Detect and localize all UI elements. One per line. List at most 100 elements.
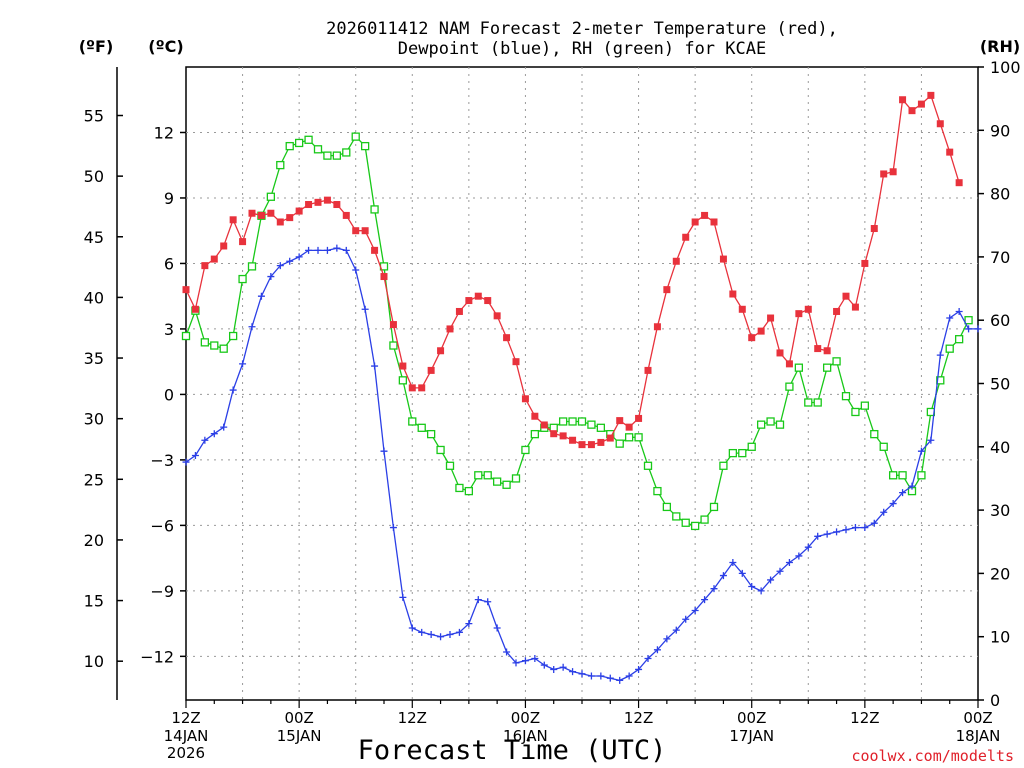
dewpoint-point	[908, 482, 916, 490]
celsius-tick-label: 9	[164, 189, 174, 208]
temperature-point	[917, 100, 925, 108]
dewpoint-point	[427, 631, 435, 639]
fahrenheit-axis-ticks: 55 50 45 40 35 30 25 20 15 10	[84, 107, 123, 671]
temperature-point	[776, 349, 784, 357]
x-axis-label: Forecast Time (UTC)	[358, 735, 667, 766]
dewpoint-point	[795, 552, 803, 560]
dewpoint-point	[521, 657, 529, 665]
temperature-point	[239, 238, 247, 246]
temperature-point	[361, 227, 369, 235]
rh-point	[936, 376, 945, 385]
rh-point	[662, 502, 672, 512]
temperature-point	[823, 347, 831, 355]
celsius-axis-unit: (ºC)	[148, 37, 183, 56]
rh-point	[398, 376, 408, 385]
dewpoint-point	[314, 246, 322, 254]
dewpoint-point	[276, 262, 284, 270]
rh-tick-label: 10	[990, 628, 1010, 647]
rh-point	[455, 483, 464, 493]
celsius-tick-label: 12	[154, 123, 174, 142]
rh-point	[756, 420, 766, 429]
dewpoint-point	[833, 528, 841, 536]
temperature-point	[748, 334, 756, 342]
dewpoint-point	[352, 266, 360, 274]
temperature-point	[635, 414, 643, 422]
date-tick-label: 16JAN	[503, 727, 548, 745]
temperature-point	[663, 286, 671, 294]
rh-point	[389, 341, 398, 350]
dewpoint-point	[653, 646, 661, 654]
temperature-point	[757, 327, 765, 335]
dewpoint-point	[493, 624, 501, 632]
rh-point	[436, 445, 445, 455]
grid-lines	[186, 67, 978, 700]
temperature-point	[182, 286, 190, 294]
dewpoint-series	[182, 244, 982, 684]
temperature-point	[908, 107, 916, 115]
dewpoint-point	[333, 244, 341, 252]
temperature-point	[191, 305, 199, 313]
rh-point	[888, 471, 898, 480]
temperature-point	[427, 366, 435, 374]
temperature-point	[672, 257, 680, 265]
temperature-point	[389, 321, 397, 329]
temperature-point	[587, 441, 595, 449]
dewpoint-point	[587, 672, 595, 680]
rh-point	[181, 331, 191, 341]
rh-tick-label: 50	[990, 375, 1010, 394]
dewpoint-point	[691, 607, 699, 615]
rh-point	[879, 442, 888, 451]
data-series	[181, 91, 982, 684]
temperature-point	[201, 262, 209, 270]
temperature-point	[738, 305, 746, 313]
temperature-point	[220, 242, 228, 250]
time-tick-label: 00Z	[737, 709, 766, 727]
rh-tick-label: 70	[990, 248, 1010, 267]
rh-point	[964, 316, 973, 325]
temperature-point	[691, 218, 699, 226]
temperature-point	[569, 436, 577, 444]
temperature-point	[653, 323, 661, 331]
time-tick-label: 12Z	[171, 709, 200, 727]
dewpoint-point	[946, 314, 954, 322]
credit-link[interactable]: coolwx.com/modelts	[851, 747, 1014, 765]
rh-point	[813, 398, 822, 407]
rh-point	[313, 145, 323, 154]
rh-point	[775, 420, 785, 429]
temperature-point	[644, 366, 652, 374]
temperature-point	[889, 168, 897, 176]
rh-point	[238, 274, 247, 284]
temperature-point	[446, 325, 454, 333]
temperature-point	[418, 384, 426, 392]
dewpoint-point	[927, 436, 935, 444]
rh-tick-label: 100	[990, 58, 1021, 77]
dewpoint-point	[474, 596, 482, 604]
dewpoint-point	[342, 246, 350, 254]
temperature-point	[276, 218, 284, 226]
temperature-point	[936, 120, 944, 128]
dewpoint-point	[465, 620, 473, 628]
fahrenheit-axis-unit: (ºF)	[79, 37, 114, 56]
time-tick-label: 00Z	[284, 709, 313, 727]
rh-tick-label: 20	[990, 564, 1010, 583]
dewpoint-point	[823, 530, 831, 538]
dewpoint-point	[182, 458, 190, 466]
rh-point	[898, 471, 907, 480]
rh-tick-label: 80	[990, 185, 1010, 204]
rh-point	[577, 417, 587, 426]
rh-point	[304, 135, 313, 144]
temperature-point	[493, 312, 501, 320]
dewpoint-point	[625, 672, 633, 680]
rh-point	[832, 357, 841, 366]
temperature-series	[182, 91, 963, 449]
rh-point	[483, 471, 492, 480]
dewpoint-point	[748, 582, 756, 590]
dewpoint-point	[814, 532, 822, 540]
dewpoint-point	[597, 672, 605, 680]
temperature-point	[455, 307, 463, 315]
temperature-point	[597, 438, 605, 446]
dewpoint-point	[936, 351, 944, 359]
temperature-point	[521, 395, 529, 403]
